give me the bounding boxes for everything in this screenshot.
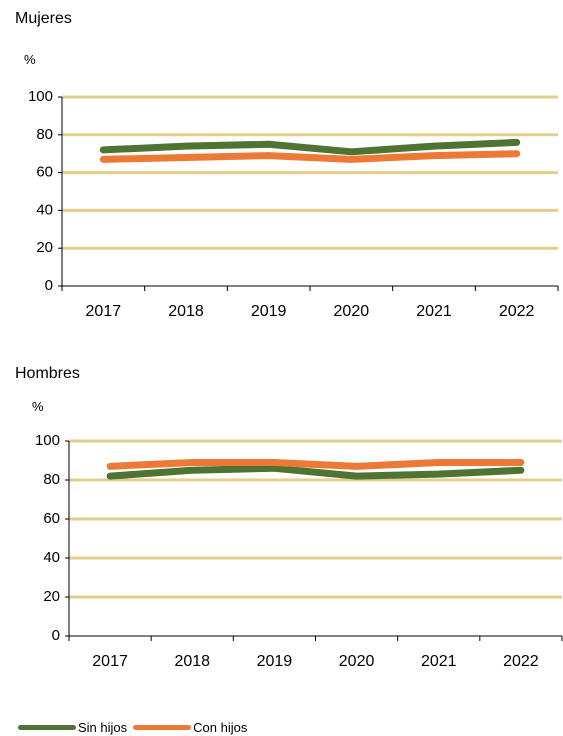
legend-swatch: [18, 724, 76, 730]
y-axis-unit: %: [24, 52, 36, 67]
y-tick-label: 80: [43, 471, 60, 488]
x-tick-label: 2020: [334, 303, 370, 320]
x-tick-label: 2018: [174, 653, 210, 670]
legend-item-sin-hijos: Sin hijos: [18, 720, 127, 735]
y-tick-label: 20: [43, 588, 60, 605]
x-tick-label: 2022: [503, 653, 539, 670]
y-tick-label: 40: [36, 201, 53, 218]
x-tick-label: 2017: [92, 653, 128, 670]
x-tick-label: 2018: [168, 303, 204, 320]
line-chart-hombres: 0 20 40 60 80 100 2017 2018 2019 2020 2021 2022: [35, 432, 563, 670]
legend-label: Con hijos: [193, 719, 248, 735]
x-tick-label: 2020: [339, 653, 375, 670]
y-tick-label: 0: [45, 277, 53, 294]
x-tick-label: 2021: [421, 653, 457, 670]
x-tick-label: 2022: [499, 303, 535, 320]
legend-item-con-hijos: Con hijos: [133, 720, 247, 735]
x-tick-label: 2017: [86, 303, 122, 320]
y-tick-label: 80: [36, 126, 53, 143]
chart-legend: Sin hijos Con hijos: [18, 718, 253, 736]
chart-title: Mujeres: [15, 10, 72, 27]
y-tick-label: 0: [52, 627, 60, 644]
series-line-sin-hijos: [106, 464, 525, 480]
legend-label: Sin hijos: [78, 719, 128, 735]
series-line-sin-hijos: [99, 138, 521, 156]
series-line-con-hijos: [106, 458, 525, 470]
y-tick-label: 60: [36, 164, 53, 181]
y-tick-label: 60: [43, 510, 60, 527]
line-chart-mujeres: 0 20 40 60 80 100 2017 2018 2019 2020 2021 2022: [28, 88, 559, 320]
legend-swatch: [133, 724, 192, 730]
chart-title: Hombres: [15, 365, 80, 382]
y-tick-label: 100: [28, 88, 53, 105]
x-tick-label: 2021: [416, 303, 452, 320]
x-tick-label: 2019: [257, 653, 293, 670]
series-line-con-hijos: [99, 150, 521, 163]
y-tick-label: 100: [35, 432, 60, 449]
y-tick-label: 20: [36, 239, 53, 256]
y-tick-label: 40: [43, 549, 60, 566]
x-tick-label: 2019: [251, 303, 287, 320]
y-axis-unit: %: [32, 399, 44, 414]
